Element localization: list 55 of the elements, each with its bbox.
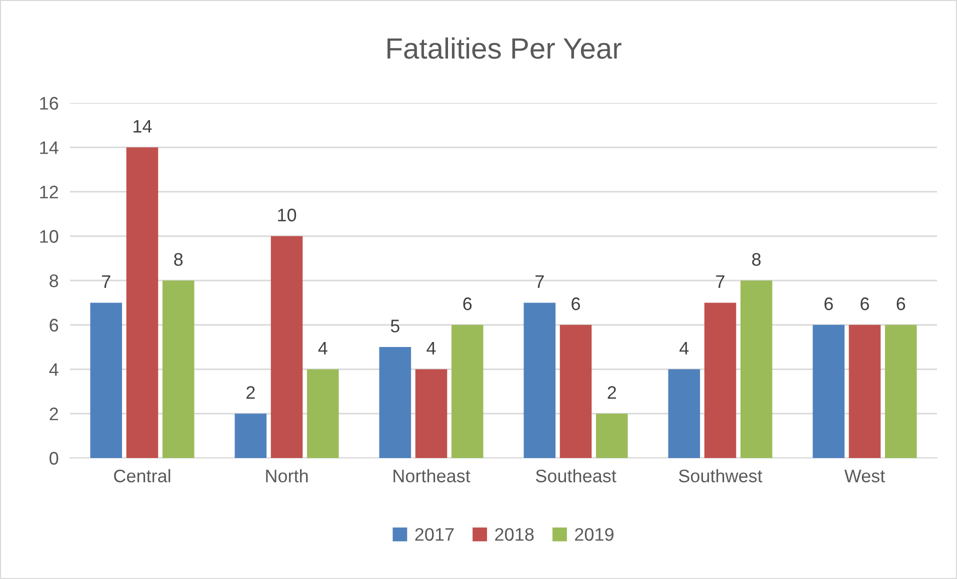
x-tick-label: Southwest <box>678 469 762 482</box>
y-tick-label: 6 <box>50 318 58 332</box>
chart-title: Fatalities Per Year <box>388 37 622 59</box>
bar <box>415 369 448 458</box>
data-label: 14 <box>134 120 152 133</box>
data-label: 7 <box>102 275 110 288</box>
data-label: 6 <box>860 297 869 310</box>
data-label: 2 <box>608 386 616 399</box>
y-tick-label: 8 <box>50 274 58 288</box>
data-label: 4 <box>426 342 436 354</box>
data-label: 7 <box>716 275 724 288</box>
data-label: 8 <box>752 253 761 266</box>
y-tick-label: 4 <box>49 363 58 376</box>
y-tick-label: 10 <box>40 230 58 243</box>
bar <box>524 302 556 458</box>
legend-label: 2017 <box>415 528 454 541</box>
bar <box>379 347 412 458</box>
y-tick-label: 14 <box>40 141 58 154</box>
bar <box>126 147 158 458</box>
data-label: 2 <box>246 386 255 399</box>
bar <box>306 369 339 458</box>
x-tick-label: Southeast <box>536 469 616 482</box>
data-label: 6 <box>572 297 580 310</box>
data-label: 10 <box>278 208 296 222</box>
y-tick-label: 0 <box>50 452 58 465</box>
bar <box>704 302 736 458</box>
bar <box>234 414 267 458</box>
bar <box>270 236 303 458</box>
bar <box>596 414 628 458</box>
bar <box>451 324 484 458</box>
data-label: 4 <box>680 342 689 354</box>
bar <box>848 324 881 458</box>
x-tick-label: Northeast <box>394 469 470 482</box>
bar <box>884 324 917 458</box>
data-label: 8 <box>174 253 183 266</box>
y-tick-label: 12 <box>40 186 58 198</box>
data-label: 4 <box>318 342 328 354</box>
bar <box>740 280 772 458</box>
legend-label: 2018 <box>495 528 534 541</box>
x-tick-label: Central <box>114 469 170 482</box>
data-label: 7 <box>536 275 544 288</box>
legend-label: 2019 <box>575 528 614 541</box>
bar <box>668 369 700 458</box>
bar <box>162 280 194 458</box>
x-tick-label: North <box>266 469 308 482</box>
data-label: 6 <box>463 297 472 310</box>
data-label: 6 <box>824 297 833 310</box>
y-tick-label: 2 <box>50 408 58 420</box>
bar <box>812 324 845 458</box>
data-label: 5 <box>390 320 400 332</box>
x-tick-label: West <box>844 470 886 482</box>
y-tick-label: 16 <box>40 96 58 110</box>
data-label: 6 <box>896 297 906 310</box>
bar <box>90 302 122 458</box>
bar <box>560 324 592 458</box>
